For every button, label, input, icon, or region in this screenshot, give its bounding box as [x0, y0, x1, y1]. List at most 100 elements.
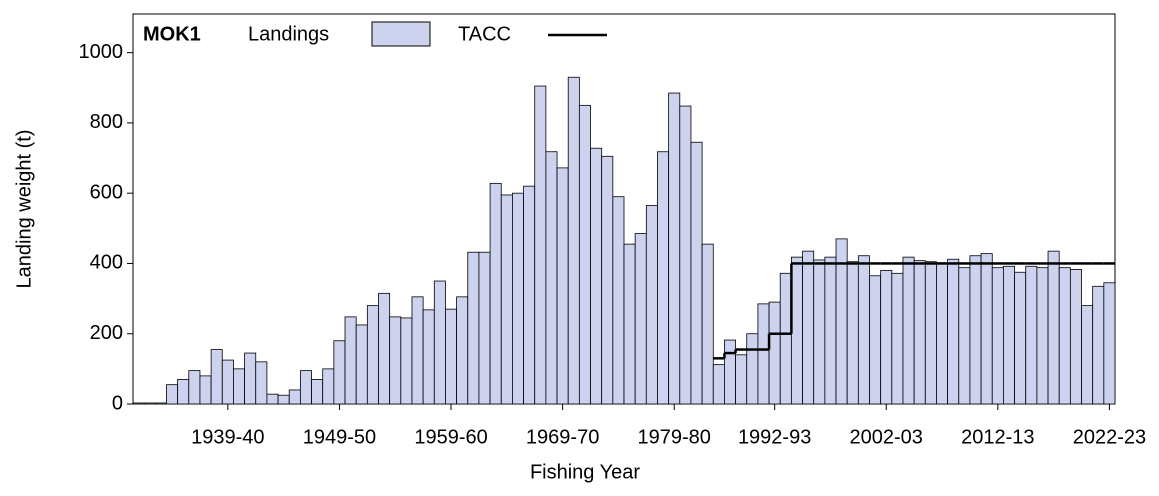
- bar: [880, 270, 893, 405]
- y-axis-label: Landing weight (t): [13, 130, 35, 289]
- x-tick-label: 1979-80: [638, 426, 711, 448]
- bar: [523, 185, 536, 405]
- bar: [657, 151, 670, 405]
- bar: [132, 402, 145, 405]
- x-tick-label: 1939-40: [191, 426, 264, 448]
- bar: [601, 155, 614, 405]
- bar: [422, 309, 435, 405]
- bar: [634, 233, 647, 405]
- bar: [233, 368, 245, 405]
- x-tick-label: 2012-13: [961, 426, 1034, 448]
- bar: [378, 292, 391, 405]
- bar: [991, 267, 1004, 405]
- bar: [958, 267, 971, 405]
- bar: [1036, 267, 1049, 405]
- bar: [456, 296, 469, 405]
- bar: [355, 324, 368, 405]
- bar: [712, 364, 725, 405]
- bar: [857, 255, 870, 405]
- bar: [322, 368, 335, 405]
- bar: [500, 194, 513, 405]
- bar: [1069, 269, 1082, 405]
- x-axis-label: Fishing Year: [530, 461, 640, 483]
- bar: [790, 256, 803, 405]
- bar: [433, 280, 446, 405]
- bar: [757, 303, 770, 405]
- bar: [936, 262, 949, 405]
- bar: [344, 316, 357, 405]
- x-tick-label: 2002-03: [850, 426, 923, 448]
- bar: [143, 402, 156, 405]
- x-tick-label: 1959-60: [414, 426, 487, 448]
- bar: [244, 352, 257, 405]
- bar: [154, 402, 167, 405]
- bar: [255, 361, 268, 405]
- bar: [1003, 265, 1015, 405]
- bar: [277, 394, 290, 405]
- bar: [980, 253, 993, 405]
- legend-swatch: [371, 21, 431, 47]
- bar: [924, 261, 937, 405]
- bar: [199, 375, 212, 405]
- x-tick-label: 2022-23: [1073, 426, 1146, 448]
- legend-label: Landings: [248, 23, 329, 45]
- bar: [478, 251, 491, 405]
- bar: [813, 259, 826, 405]
- bar: [188, 370, 201, 405]
- bar: [869, 275, 882, 405]
- y-tick-label: 800: [90, 111, 123, 133]
- bar: [891, 272, 904, 405]
- bar: [735, 354, 748, 405]
- bar: [489, 182, 502, 405]
- y-tick-label: 600: [90, 181, 123, 203]
- bar: [311, 379, 324, 405]
- bar: [578, 104, 591, 405]
- bar: [221, 359, 234, 405]
- bar: [288, 389, 301, 405]
- bar: [969, 255, 982, 405]
- legend-label: TACC: [458, 23, 511, 45]
- bar: [590, 147, 603, 405]
- bar: [556, 167, 569, 405]
- y-tick-label: 0: [112, 392, 123, 414]
- bar: [333, 340, 346, 405]
- bar: [445, 308, 458, 405]
- bar: [534, 85, 547, 405]
- bar: [846, 261, 859, 405]
- bar: [802, 250, 815, 405]
- bar: [612, 196, 625, 405]
- bar: [668, 92, 681, 405]
- bar: [1014, 271, 1027, 405]
- y-tick-label: 1000: [79, 41, 124, 63]
- bar: [411, 296, 424, 405]
- bar: [177, 379, 190, 405]
- bar: [947, 258, 960, 405]
- bar: [902, 256, 915, 405]
- bar: [1058, 267, 1071, 405]
- bar: [366, 305, 379, 405]
- bar: [779, 272, 792, 405]
- bar: [701, 243, 714, 405]
- bar: [690, 141, 703, 405]
- bar: [567, 76, 580, 405]
- bar: [724, 339, 736, 405]
- bar: [467, 251, 480, 405]
- bar: [299, 370, 312, 405]
- bar: [400, 317, 413, 405]
- bar: [210, 349, 223, 405]
- chart-title: MOK1: [143, 23, 201, 45]
- y-tick-label: 400: [90, 252, 123, 274]
- bar: [768, 301, 781, 405]
- bar: [545, 151, 558, 405]
- bar: [824, 256, 837, 405]
- bar: [1092, 285, 1105, 405]
- x-tick-label: 1949-50: [303, 426, 376, 448]
- bar: [645, 205, 658, 405]
- x-tick-label: 1969-70: [526, 426, 599, 448]
- bar: [913, 260, 926, 405]
- bar: [746, 333, 759, 405]
- bar: [1081, 305, 1094, 405]
- bar: [266, 393, 279, 405]
- bar: [1025, 265, 1038, 405]
